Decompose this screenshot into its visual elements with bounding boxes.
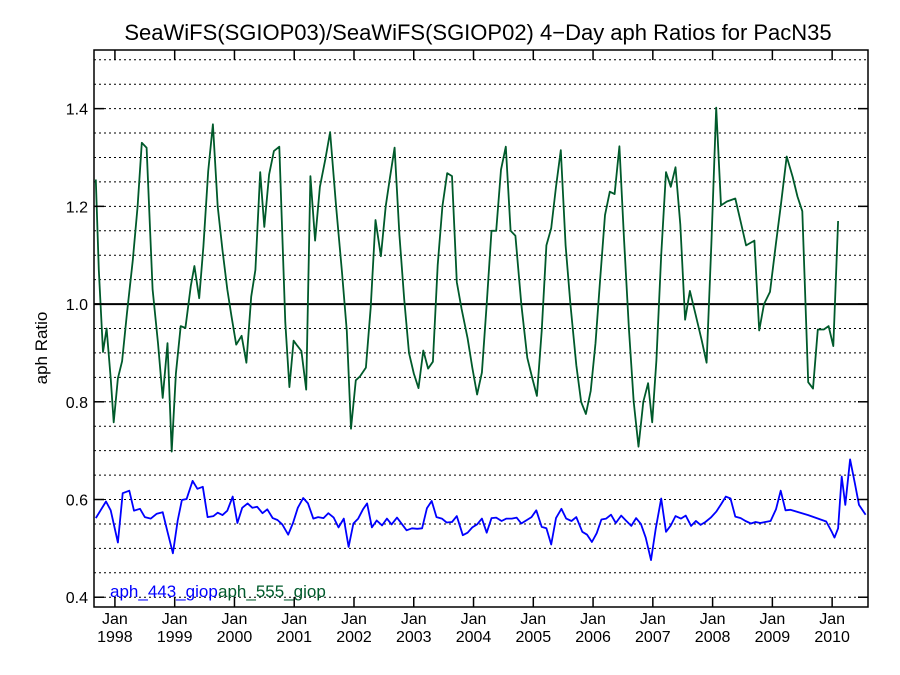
- x-tick-label-year: 2000: [217, 629, 253, 646]
- x-tick-label-month: Jan: [401, 611, 427, 628]
- gridlines: [94, 59, 868, 598]
- x-tick-label-month: Jan: [341, 611, 367, 628]
- y-axis: 0.4 0.6 0.8 1.0 1.2 1.4: [66, 102, 868, 607]
- x-tick-label-year: 1998: [97, 629, 133, 646]
- x-tick-label-year: 2006: [575, 629, 611, 646]
- x-tick-label-year: 2008: [695, 629, 731, 646]
- x-tick-label-month: Jan: [222, 611, 248, 628]
- x-tick-label-month: Jan: [102, 611, 128, 628]
- legend-label-aph_443_giop: aph_443_giop: [110, 582, 218, 601]
- x-tick-label-year: 1999: [157, 629, 193, 646]
- y-tick-label: 1.2: [66, 199, 88, 216]
- chart-title: SeaWiFS(SGIOP03)/SeaWiFS(SGIOP02) 4−Day …: [124, 20, 831, 45]
- y-tick-label: 1.0: [66, 297, 88, 314]
- x-tick-label-month: Jan: [281, 611, 307, 628]
- x-tick-label-month: Jan: [700, 611, 726, 628]
- series-line-aph_443_giop: [95, 458, 867, 561]
- series-layer: [94, 106, 867, 561]
- x-tick-label-year: 2002: [336, 629, 372, 646]
- x-tick-label-year: 2005: [516, 629, 552, 646]
- y-tick-label: 1.4: [66, 102, 88, 119]
- x-tick-label-year: 2001: [276, 629, 312, 646]
- x-tick-label-month: Jan: [580, 611, 606, 628]
- x-tick-label-month: Jan: [759, 611, 785, 628]
- y-tick-label: 0.4: [66, 590, 88, 607]
- legend: aph_443_giop aph_555_giop: [110, 582, 326, 601]
- x-tick-label-year: 2003: [396, 629, 432, 646]
- y-tick-label: 0.6: [66, 493, 88, 510]
- x-tick-label-month: Jan: [819, 611, 845, 628]
- plot-frame: [93, 49, 869, 608]
- x-tick-label-year: 2007: [635, 629, 671, 646]
- x-tick-label-month: Jan: [461, 611, 487, 628]
- x-tick-label-year: 2010: [814, 629, 850, 646]
- x-tick-label-year: 2004: [456, 629, 492, 646]
- x-tick-label-year: 2009: [755, 629, 791, 646]
- y-axis-label: aph Ratio: [32, 312, 51, 385]
- legend-label-aph_555_giop: aph_555_giop: [218, 582, 326, 601]
- x-axis: Jan1998Jan1999Jan2000Jan2001Jan2002Jan20…: [97, 50, 850, 646]
- x-tick-label-month: Jan: [520, 611, 546, 628]
- series-line-aph_555_giop: [94, 106, 839, 453]
- y-tick-label: 0.8: [66, 395, 88, 412]
- x-tick-label-month: Jan: [640, 611, 666, 628]
- x-tick-label-month: Jan: [162, 611, 188, 628]
